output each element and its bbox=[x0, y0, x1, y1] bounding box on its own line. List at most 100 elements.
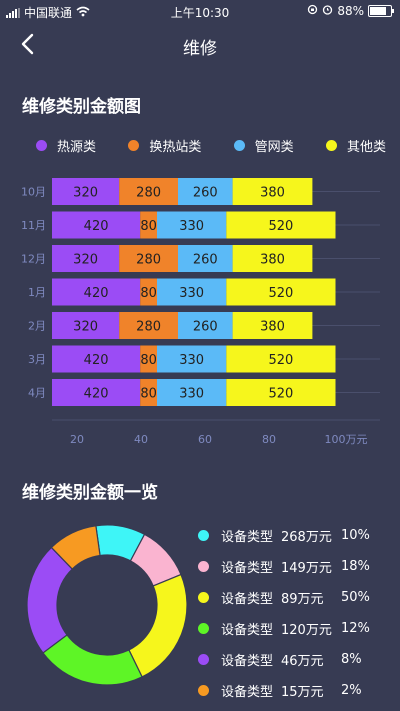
battery-icon bbox=[368, 5, 394, 17]
y-tick-label: 11月 bbox=[21, 219, 46, 232]
bar-segment bbox=[157, 345, 227, 373]
signal-icon bbox=[6, 7, 20, 18]
pie-legend-row: 设备类型 89万元 50% bbox=[196, 582, 396, 613]
bar-value-label: 330 bbox=[179, 353, 204, 368]
slice-percent: 8% bbox=[341, 652, 362, 667]
bar-segment bbox=[226, 345, 336, 373]
legend-label: 热源类 bbox=[57, 140, 97, 155]
slice-label: 设备类型 bbox=[221, 623, 274, 638]
slice-label: 设备类型 bbox=[221, 685, 274, 700]
bar-value-label: 80 bbox=[140, 286, 157, 301]
bar-segment bbox=[178, 245, 233, 272]
status-right: 88% bbox=[307, 4, 394, 18]
bar-value-label: 330 bbox=[179, 387, 204, 402]
bar-segment bbox=[232, 178, 313, 205]
slice-amount: 268万元 bbox=[281, 530, 332, 545]
slice-amount: 120万元 bbox=[281, 623, 332, 638]
bar-segment bbox=[119, 178, 178, 205]
lock-rotation-icon bbox=[307, 4, 318, 18]
bar-value-label: 380 bbox=[260, 253, 285, 268]
status-left: 中国联通 bbox=[6, 4, 90, 21]
bar-segment bbox=[52, 379, 141, 406]
donut-slice bbox=[50, 525, 101, 570]
wifi-icon bbox=[76, 6, 90, 20]
y-tick-label: 1月 bbox=[28, 286, 46, 299]
bar-segment bbox=[52, 345, 141, 373]
bar-value-label: 80 bbox=[140, 387, 157, 402]
bar-segment bbox=[232, 312, 313, 339]
bar-chart: 10月 320 280 260 380 11月 420 80 330 520 12月 320 280 26… bbox=[21, 178, 380, 446]
bar-value-label: 320 bbox=[73, 186, 98, 201]
pie-legend-row: 设备类型 120万元 12% bbox=[196, 613, 396, 644]
page-title: 维修 bbox=[183, 39, 217, 59]
bar-segment bbox=[226, 211, 336, 239]
back-button[interactable] bbox=[14, 30, 44, 60]
bar-value-label: 420 bbox=[84, 387, 109, 402]
slice-amount: 149万元 bbox=[281, 561, 332, 576]
status-bar: 中国联通 上午10:30 88% bbox=[0, 0, 400, 22]
pie-legend-row: 设备类型 149万元 18% bbox=[196, 551, 396, 582]
bar-value-label: 260 bbox=[193, 253, 218, 268]
bar-segment bbox=[140, 211, 157, 239]
slice-percent: 18% bbox=[341, 559, 370, 574]
bar-value-label: 280 bbox=[136, 320, 161, 335]
donut-chart bbox=[26, 524, 188, 686]
bar-value-label: 520 bbox=[268, 286, 293, 301]
x-tick-label: 80 bbox=[262, 433, 276, 446]
y-tick-label: 2月 bbox=[28, 320, 46, 333]
bar-segment bbox=[178, 178, 233, 205]
y-tick-label: 4月 bbox=[28, 387, 46, 400]
bar-segment bbox=[52, 312, 120, 339]
bar-value-label: 260 bbox=[193, 186, 218, 201]
slice-label: 设备类型 bbox=[221, 530, 274, 545]
pie-section-title: 维修类别金额一览 bbox=[22, 483, 158, 503]
bar-value-label: 280 bbox=[136, 186, 161, 201]
battery-percent: 88% bbox=[337, 4, 364, 18]
slice-amount: 89万元 bbox=[281, 592, 324, 607]
bar-value-label: 420 bbox=[84, 286, 109, 301]
carrier-label: 中国联通 bbox=[24, 6, 73, 20]
legend-dot bbox=[198, 623, 209, 634]
bar-value-label: 80 bbox=[140, 219, 157, 234]
bar-value-label: 420 bbox=[84, 219, 109, 234]
bar-segment bbox=[226, 278, 336, 306]
bar-value-label: 520 bbox=[268, 353, 293, 368]
bar-segment bbox=[157, 379, 227, 406]
x-tick-label: 20 bbox=[70, 433, 84, 446]
slice-label: 设备类型 bbox=[221, 561, 274, 576]
donut-slice bbox=[128, 573, 188, 678]
x-tick-label: 60 bbox=[198, 433, 212, 446]
pie-legend-row: 设备类型 46万元 8% bbox=[196, 644, 396, 675]
bar-value-label: 380 bbox=[260, 320, 285, 335]
slice-label: 设备类型 bbox=[221, 592, 274, 607]
y-tick-label: 3月 bbox=[28, 353, 46, 366]
bar-value-label: 520 bbox=[268, 387, 293, 402]
legend-dot bbox=[325, 140, 337, 151]
bar-value-label: 260 bbox=[193, 320, 218, 335]
legend-item: 换热站类 bbox=[128, 136, 201, 155]
y-tick-label: 12月 bbox=[21, 253, 46, 266]
bar-segment bbox=[140, 278, 157, 306]
legend-dot bbox=[128, 140, 140, 151]
donut-chart-wrap bbox=[24, 522, 190, 688]
bar-segment bbox=[119, 312, 178, 339]
bar-value-label: 80 bbox=[140, 353, 157, 368]
bar-value-label: 280 bbox=[136, 253, 161, 268]
slice-percent: 10% bbox=[341, 528, 370, 543]
bar-segment bbox=[52, 278, 141, 306]
pie-legend-list: 设备类型 268万元 10% 设备类型 149万元 18% 设备类型 89万元 50% 设备类型 1… bbox=[196, 520, 396, 706]
slice-percent: 2% bbox=[341, 683, 362, 698]
bar-segment bbox=[52, 211, 141, 239]
legend-dot bbox=[233, 140, 245, 151]
pie-legend-row: 设备类型 15万元 2% bbox=[196, 675, 396, 706]
legend-item: 其他类 bbox=[325, 136, 386, 155]
legend-label: 换热站类 bbox=[149, 140, 202, 155]
bar-section-title: 维修类别金额图 bbox=[22, 97, 141, 117]
bar-value-label: 320 bbox=[73, 253, 98, 268]
legend-item: 管网类 bbox=[233, 136, 294, 155]
legend-dot bbox=[198, 685, 209, 696]
legend-item: 热源类 bbox=[36, 136, 96, 155]
bar-value-label: 380 bbox=[260, 186, 285, 201]
x-tick-label: 40 bbox=[134, 433, 148, 446]
bar-segment bbox=[52, 245, 120, 272]
